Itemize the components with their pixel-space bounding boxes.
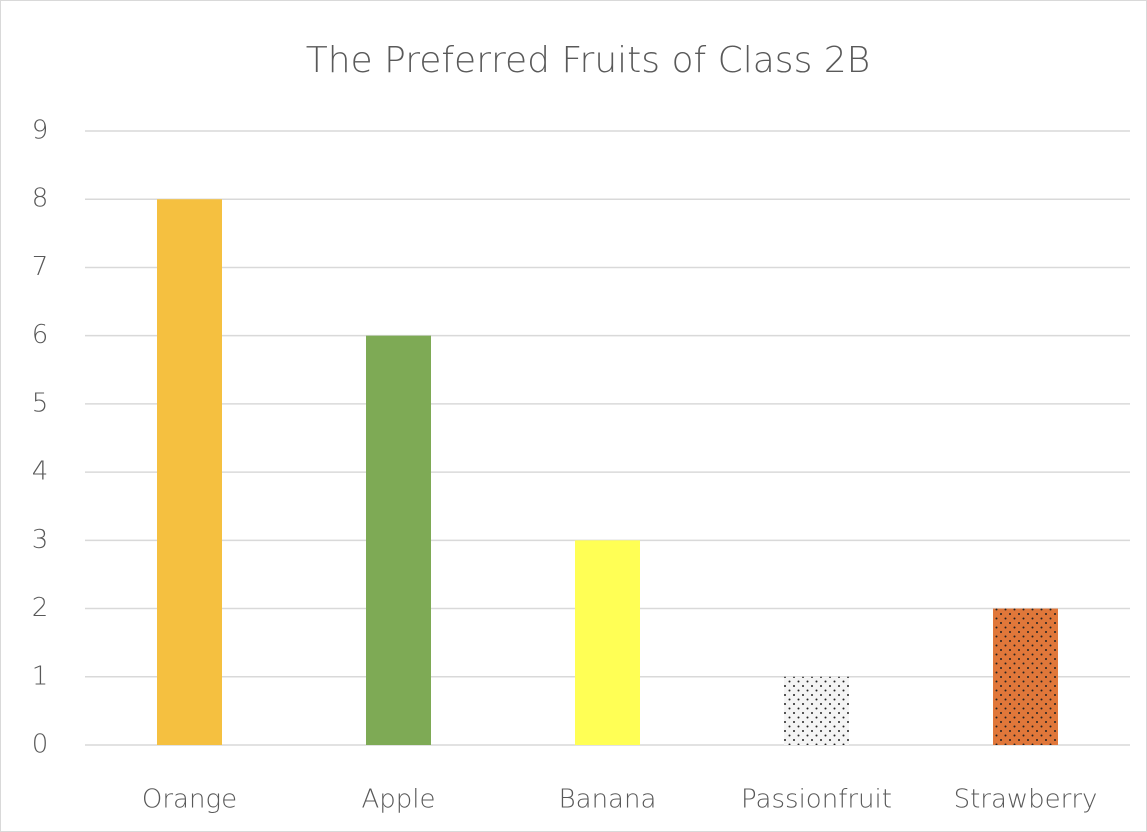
x-tick-label: Strawberry: [954, 785, 1098, 815]
x-tick-label: Orange: [142, 785, 237, 815]
bar: [366, 335, 431, 745]
y-tick-label: 5: [32, 388, 49, 418]
y-tick-label: 6: [32, 320, 49, 350]
y-tick-label: 8: [32, 184, 49, 214]
y-tick-label: 3: [32, 525, 49, 555]
x-tick-label: Apple: [361, 785, 435, 815]
y-tick-label: 1: [32, 661, 49, 691]
bar: [784, 676, 849, 745]
x-tick-label: Banana: [559, 785, 657, 815]
bar: [157, 199, 222, 745]
bar: [575, 540, 640, 745]
bar: [993, 608, 1058, 745]
chart-title: The Preferred Fruits of Class 2B: [306, 40, 871, 81]
y-tick-label: 4: [32, 457, 49, 487]
x-tick-label: Passionfruit: [741, 785, 892, 815]
y-tick-label: 9: [32, 116, 49, 146]
y-tick-label: 0: [32, 730, 49, 760]
y-tick-label: 7: [32, 252, 49, 282]
y-tick-label: 2: [32, 593, 49, 623]
